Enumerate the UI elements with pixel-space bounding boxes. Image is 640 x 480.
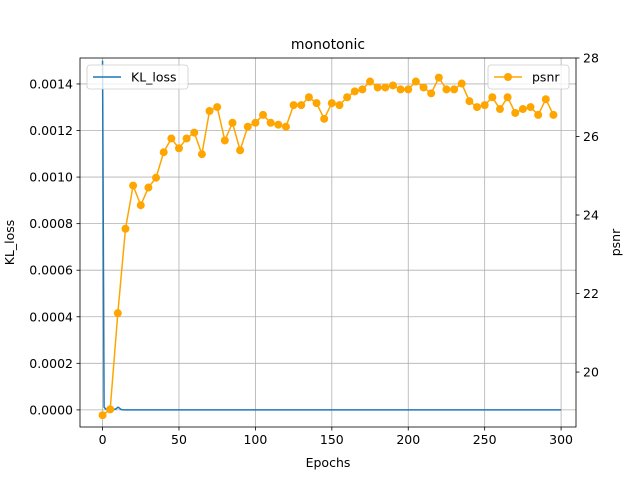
data-point-psnr xyxy=(411,77,420,86)
data-point-psnr xyxy=(259,110,268,119)
data-point-psnr xyxy=(205,106,214,115)
data-point-psnr xyxy=(473,103,482,112)
x-tick-label: 50 xyxy=(171,432,187,447)
data-point-psnr xyxy=(220,136,229,145)
y-left-tick-label: 0.0004 xyxy=(29,309,73,324)
x-tick-label: 300 xyxy=(549,432,573,447)
axes-frame xyxy=(79,57,577,428)
y-right-tick-label: 22 xyxy=(583,286,599,301)
data-point-psnr xyxy=(457,79,466,88)
data-point-psnr xyxy=(480,101,489,110)
y-axis-label-right: psnr xyxy=(608,228,623,256)
y-right-tick-label: 28 xyxy=(583,51,599,66)
legend-kl-loss: KL_loss xyxy=(86,64,189,90)
data-point-psnr xyxy=(465,97,474,106)
y-left-tick-label: 0.0010 xyxy=(29,170,73,185)
data-point-psnr xyxy=(442,85,451,94)
x-tick-label: 200 xyxy=(396,432,420,447)
legend-psnr: psnr xyxy=(487,64,570,90)
legend-box-psnr xyxy=(487,64,570,90)
data-point-psnr xyxy=(297,101,306,110)
data-point-psnr xyxy=(335,101,344,110)
x-tick-label: 100 xyxy=(243,432,267,447)
data-point-psnr xyxy=(518,105,527,114)
y-axis-label-left: KL_loss xyxy=(2,220,17,266)
data-point-psnr xyxy=(541,95,550,104)
data-point-psnr xyxy=(113,309,122,318)
y-left-tick-label: 0.0002 xyxy=(29,356,73,371)
y-left-tick-label: 0.0008 xyxy=(29,216,73,231)
data-point-psnr xyxy=(174,144,183,153)
data-point-psnr xyxy=(251,118,260,127)
data-point-psnr xyxy=(327,99,336,108)
data-point-psnr xyxy=(274,120,283,129)
y-left-tick-label: 0.0000 xyxy=(29,402,73,417)
data-point-psnr xyxy=(419,83,428,92)
data-point-psnr xyxy=(526,103,535,112)
y-right-tick-label: 26 xyxy=(583,129,599,144)
data-point-psnr xyxy=(396,85,405,94)
legend-label-kl-loss: KL_loss xyxy=(131,70,177,85)
data-point-psnr xyxy=(266,118,275,127)
data-point-psnr xyxy=(381,83,390,92)
data-point-psnr xyxy=(289,101,298,110)
data-point-psnr xyxy=(427,89,436,98)
y-left-tick-label: 0.0006 xyxy=(29,263,73,278)
data-point-psnr xyxy=(503,93,512,102)
chart-title: monotonic xyxy=(291,37,365,53)
data-point-psnr xyxy=(98,411,107,420)
data-point-psnr xyxy=(213,103,222,112)
data-point-psnr xyxy=(236,146,245,155)
data-point-psnr xyxy=(358,85,367,94)
data-point-psnr xyxy=(121,224,130,233)
legend-marker-psnr xyxy=(504,73,512,81)
data-point-psnr xyxy=(159,148,168,157)
data-point-psnr xyxy=(144,183,153,192)
x-tick-label: 150 xyxy=(320,432,344,447)
series-layer xyxy=(98,60,562,420)
data-point-psnr xyxy=(511,108,520,117)
data-point-psnr xyxy=(152,173,161,182)
data-point-psnr xyxy=(129,181,138,190)
ticks-layer: 0 50 100 150 200 250 300 0.0000 0.0002 0.0004 0.00… xyxy=(29,51,599,448)
data-point-psnr xyxy=(366,77,375,86)
data-point-psnr xyxy=(228,118,237,127)
data-point-psnr xyxy=(488,93,497,102)
legend-label-psnr: psnr xyxy=(532,70,560,85)
data-point-psnr xyxy=(243,122,252,131)
data-point-psnr xyxy=(434,73,443,82)
x-tick-label: 250 xyxy=(473,432,497,447)
data-point-psnr xyxy=(450,85,459,94)
legend-box-kl-loss xyxy=(86,64,189,90)
data-point-psnr xyxy=(281,122,290,131)
y-right-tick-label: 20 xyxy=(583,365,599,380)
data-point-psnr xyxy=(549,110,558,119)
data-point-psnr xyxy=(136,201,145,210)
data-point-psnr xyxy=(182,134,191,143)
y-left-tick-label: 0.0014 xyxy=(29,76,73,91)
data-point-psnr xyxy=(404,85,413,94)
data-point-psnr xyxy=(190,128,199,137)
x-tick-label: 0 xyxy=(99,432,107,447)
y-left-tick-label: 0.0012 xyxy=(29,123,73,138)
data-point-psnr xyxy=(197,150,206,159)
data-point-psnr xyxy=(350,87,359,96)
data-point-psnr xyxy=(320,114,329,123)
data-point-psnr xyxy=(534,110,543,119)
data-point-psnr xyxy=(106,405,115,414)
x-axis-label: Epochs xyxy=(306,455,351,470)
data-point-psnr xyxy=(388,81,397,90)
data-point-psnr xyxy=(495,105,504,114)
y-right-tick-label: 24 xyxy=(583,208,599,223)
data-point-psnr xyxy=(373,83,382,92)
data-point-psnr xyxy=(304,93,313,102)
data-point-psnr xyxy=(167,134,176,143)
data-point-psnr xyxy=(343,93,352,102)
data-point-psnr xyxy=(312,99,321,108)
